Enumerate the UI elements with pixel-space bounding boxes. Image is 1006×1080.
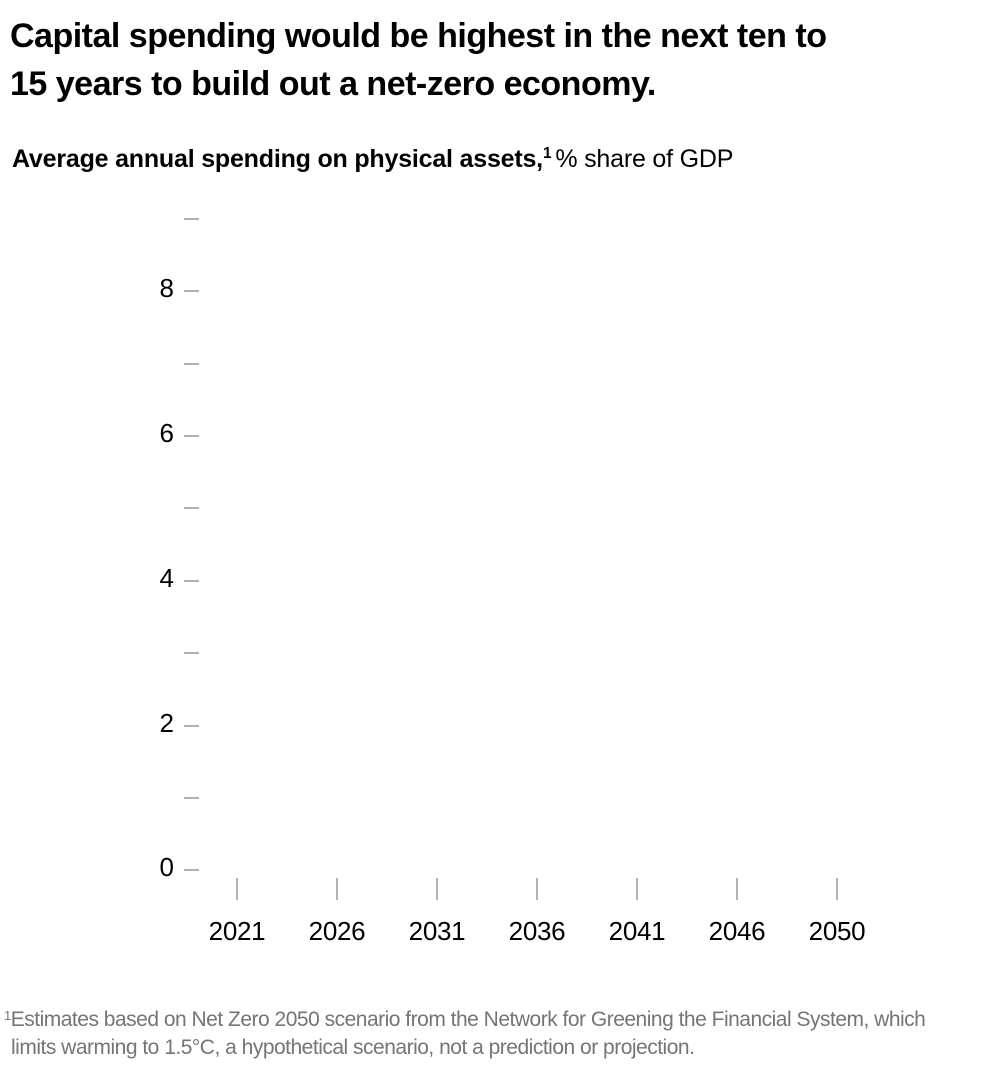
page-title: Capital spending would be highest in the… — [10, 12, 827, 108]
subtitle-measure-label: Average annual spending on physical asse… — [12, 145, 543, 173]
x-tick-label: 2031 — [408, 916, 466, 946]
y-tick-mark — [184, 869, 199, 872]
x-tick-label: 2041 — [608, 916, 666, 946]
footnote-marker: 1 — [4, 1007, 11, 1023]
x-tick-label: 2046 — [708, 916, 766, 946]
footnote: 1Estimates based on Net Zero 2050 scenar… — [4, 1007, 926, 1061]
y-tick-mark — [184, 290, 199, 293]
x-tick-mark — [836, 878, 838, 900]
y-tick-label: 4 — [159, 562, 174, 593]
footnote-text-1: Estimates based on Net Zero 2050 scenari… — [10, 1008, 926, 1031]
y-tick-mark — [184, 652, 199, 655]
x-tick-label: 2026 — [308, 916, 366, 946]
x-tick-mark — [536, 878, 538, 900]
y-tick-mark — [184, 435, 199, 438]
x-tick-mark — [636, 878, 638, 900]
footnote-line-2: limits warming to 1.5°C, a hypothetical … — [11, 1036, 695, 1059]
y-tick-label: 6 — [159, 418, 174, 449]
x-tick-mark — [336, 878, 338, 900]
x-tick-label: 2050 — [808, 916, 866, 946]
y-tick-mark — [184, 579, 199, 582]
subtitle-unit-label: % share of GDP — [555, 145, 734, 173]
footnote-line-1: 1Estimates based on Net Zero 2050 scenar… — [4, 1007, 926, 1035]
page-title-line-1: Capital spending would be highest in the… — [10, 17, 827, 55]
y-tick-mark — [184, 796, 199, 799]
chart-subtitle: Average annual spending on physical asse… — [12, 144, 733, 178]
x-tick-label: 2036 — [508, 916, 566, 946]
y-tick-label: 8 — [159, 273, 174, 304]
y-tick-label: 0 — [159, 852, 174, 883]
x-tick-mark — [736, 878, 738, 900]
x-tick-mark — [436, 878, 438, 900]
y-tick-mark — [184, 362, 199, 365]
y-tick-mark — [184, 507, 199, 510]
x-tick-mark — [236, 878, 238, 900]
y-tick-label: 2 — [159, 707, 174, 738]
y-tick-mark — [184, 724, 199, 727]
subtitle-footnote-marker: 1 — [542, 145, 552, 163]
page-title-line-2: 15 years to build out a net-zero economy… — [10, 65, 656, 103]
x-tick-label: 2021 — [208, 916, 266, 946]
y-tick-mark — [184, 218, 199, 221]
